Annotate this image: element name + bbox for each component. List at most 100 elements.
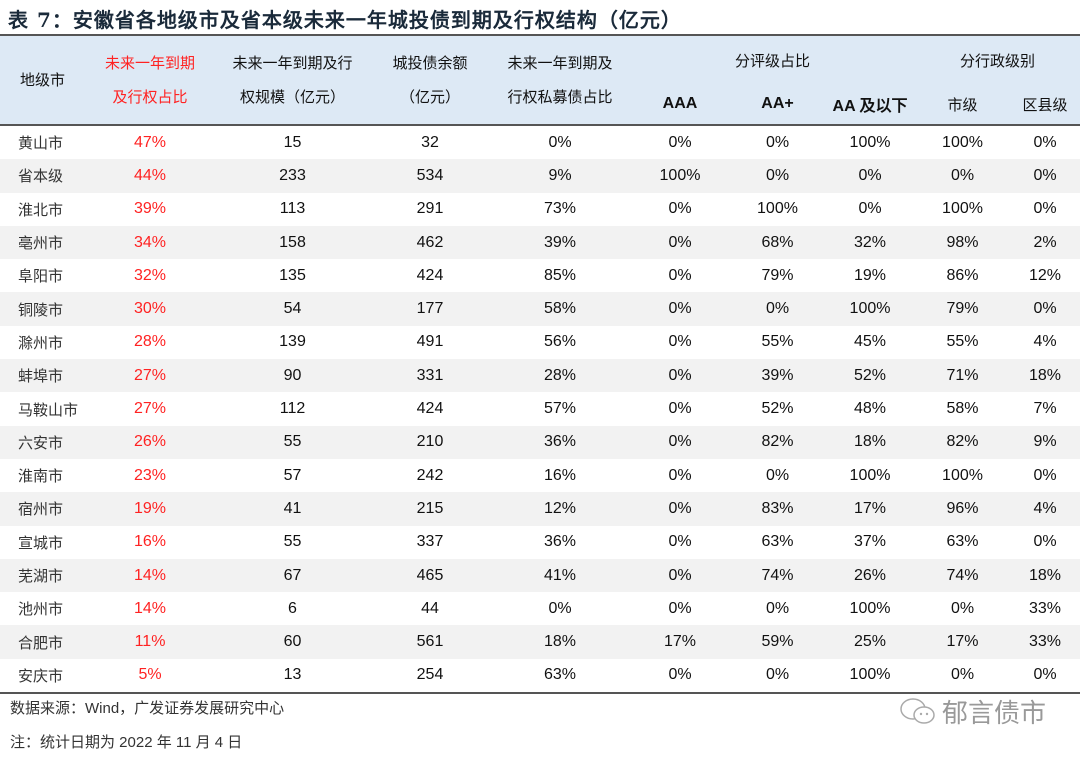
cell-value: 23%	[133, 466, 167, 484]
cell-value: 0%	[668, 233, 692, 251]
cell-value: 0%	[668, 599, 692, 617]
table-row: 铜陵市 30% 54 177 58% 0% 0% 100% 79% 0%	[0, 292, 1080, 326]
cell-city: 马鞍山市	[18, 400, 79, 419]
cell-city: 滁州市	[18, 333, 64, 352]
cell-value: 32%	[853, 233, 887, 251]
cell-value: 55%	[761, 333, 794, 351]
cell-value: 210	[416, 433, 444, 451]
table-row: 黄山市 47% 15 32 0% 0% 0% 100% 100% 0%	[0, 125, 1080, 159]
cell-value: 0%	[765, 599, 790, 617]
header-scale: 未来一年到期及行 权规模（亿元）	[232, 54, 353, 106]
table-row: 宣城市 16% 55 337 36% 0% 63% 37% 63% 0%	[0, 526, 1080, 559]
cell-value: 82%	[761, 433, 794, 451]
cell-value: 39%	[761, 366, 794, 384]
cell-value: 25%	[853, 633, 887, 651]
cell-value: 0%	[668, 300, 692, 318]
cell-value: 30%	[133, 300, 167, 318]
cell-value: 424	[416, 266, 444, 284]
cell-value: 424	[416, 400, 444, 418]
watermark: 郁言债市	[898, 693, 1046, 730]
cell-value: 17%	[946, 633, 979, 651]
cell-value: 561	[416, 633, 444, 651]
cell-value: 0%	[668, 266, 692, 284]
cell-value: 16%	[543, 466, 577, 484]
cell-city: 亳州市	[18, 234, 64, 253]
cell-value: 18%	[853, 433, 887, 451]
cell-value: 63%	[761, 533, 794, 551]
cell-value: 0%	[668, 533, 692, 551]
cell-value: 59%	[761, 633, 794, 651]
cell-value: 45%	[853, 333, 887, 351]
cell-value: 58%	[543, 300, 577, 318]
cell-value: 79%	[946, 300, 979, 318]
cell-value: 0%	[668, 666, 692, 684]
cell-value: 63%	[543, 666, 577, 684]
cell-value: 27%	[133, 366, 167, 384]
cell-value: 113	[279, 200, 306, 218]
cell-value: 177	[416, 300, 444, 318]
cell-value: 135	[279, 266, 306, 284]
cell-value: 18%	[1029, 366, 1062, 384]
cell-value: 0%	[765, 166, 790, 184]
cell-value: 0%	[1033, 533, 1057, 551]
table-row: 合肥市 11% 60 561 18% 17% 59% 25% 17% 33%	[0, 625, 1080, 659]
cell-value: 36%	[543, 433, 577, 451]
cell-city: 安庆市	[18, 666, 64, 685]
cell-value: 491	[416, 333, 444, 351]
cell-value: 100%	[849, 300, 891, 318]
cell-value: 100%	[849, 599, 891, 617]
cell-value: 0%	[668, 433, 692, 451]
header-ratio: 未来一年到期 及行权占比	[104, 54, 195, 106]
cell-value: 0%	[668, 200, 692, 218]
cell-value: 0%	[548, 599, 572, 617]
cell-value: 0%	[668, 466, 692, 484]
cell-value: 158	[279, 233, 306, 251]
cell-city: 铜陵市	[18, 300, 64, 319]
cell-value: 0%	[668, 366, 692, 384]
header-aa-below: AA 及以下	[832, 98, 908, 115]
cell-value: 14%	[133, 566, 167, 584]
cell-value: 79%	[761, 266, 794, 284]
cell-city: 黄山市	[18, 134, 64, 153]
cell-city: 合肥市	[18, 633, 64, 652]
cell-value: 0%	[668, 566, 692, 584]
cell-value: 4%	[1033, 333, 1057, 351]
cell-value: 55%	[946, 333, 979, 351]
cell-value: 48%	[853, 400, 887, 418]
cell-value: 17%	[853, 499, 887, 517]
cell-value: 74%	[946, 566, 979, 584]
cell-city: 阜阳市	[18, 267, 64, 286]
cell-value: 26%	[133, 433, 167, 451]
cell-value: 85%	[543, 266, 577, 284]
cell-value: 100%	[849, 133, 891, 151]
cell-value: 58%	[946, 400, 979, 418]
table-row: 省本级 44% 233 534 9% 100% 0% 0% 0% 0%	[0, 159, 1080, 193]
cell-value: 291	[416, 200, 444, 218]
cell-value: 139	[279, 333, 306, 351]
cell-value: 331	[416, 366, 444, 384]
cell-city: 池州市	[18, 600, 64, 619]
cell-value: 71%	[946, 366, 979, 384]
cell-value: 19%	[133, 499, 167, 517]
cell-value: 465	[416, 566, 444, 584]
cell-value: 534	[416, 166, 444, 184]
cell-value: 68%	[761, 233, 794, 251]
cell-value: 0%	[765, 466, 790, 484]
cell-value: 83%	[761, 499, 794, 517]
table-row: 滁州市 28% 139 491 56% 0% 55% 45% 55% 4%	[0, 326, 1080, 359]
cell-value: 100%	[942, 466, 983, 484]
cell-value: 32	[421, 133, 439, 151]
cell-value: 16%	[133, 533, 167, 551]
cell-value: 18%	[1029, 566, 1062, 584]
cell-city: 淮北市	[18, 200, 64, 219]
cell-city: 淮南市	[18, 467, 64, 486]
table-row: 安庆市 5% 13 254 63% 0% 0% 100% 0% 0%	[0, 659, 1080, 693]
table-title: 表 7：安徽省各地级市及省本级未来一年城投债到期及行权结构（亿元）	[8, 8, 682, 32]
cell-value: 60	[283, 633, 302, 651]
cell-value: 41%	[543, 566, 577, 584]
cell-value: 100%	[849, 466, 891, 484]
cell-value: 100%	[659, 166, 701, 184]
cell-value: 7%	[1033, 400, 1057, 418]
cell-value: 26%	[853, 566, 887, 584]
cell-value: 28%	[543, 366, 577, 384]
